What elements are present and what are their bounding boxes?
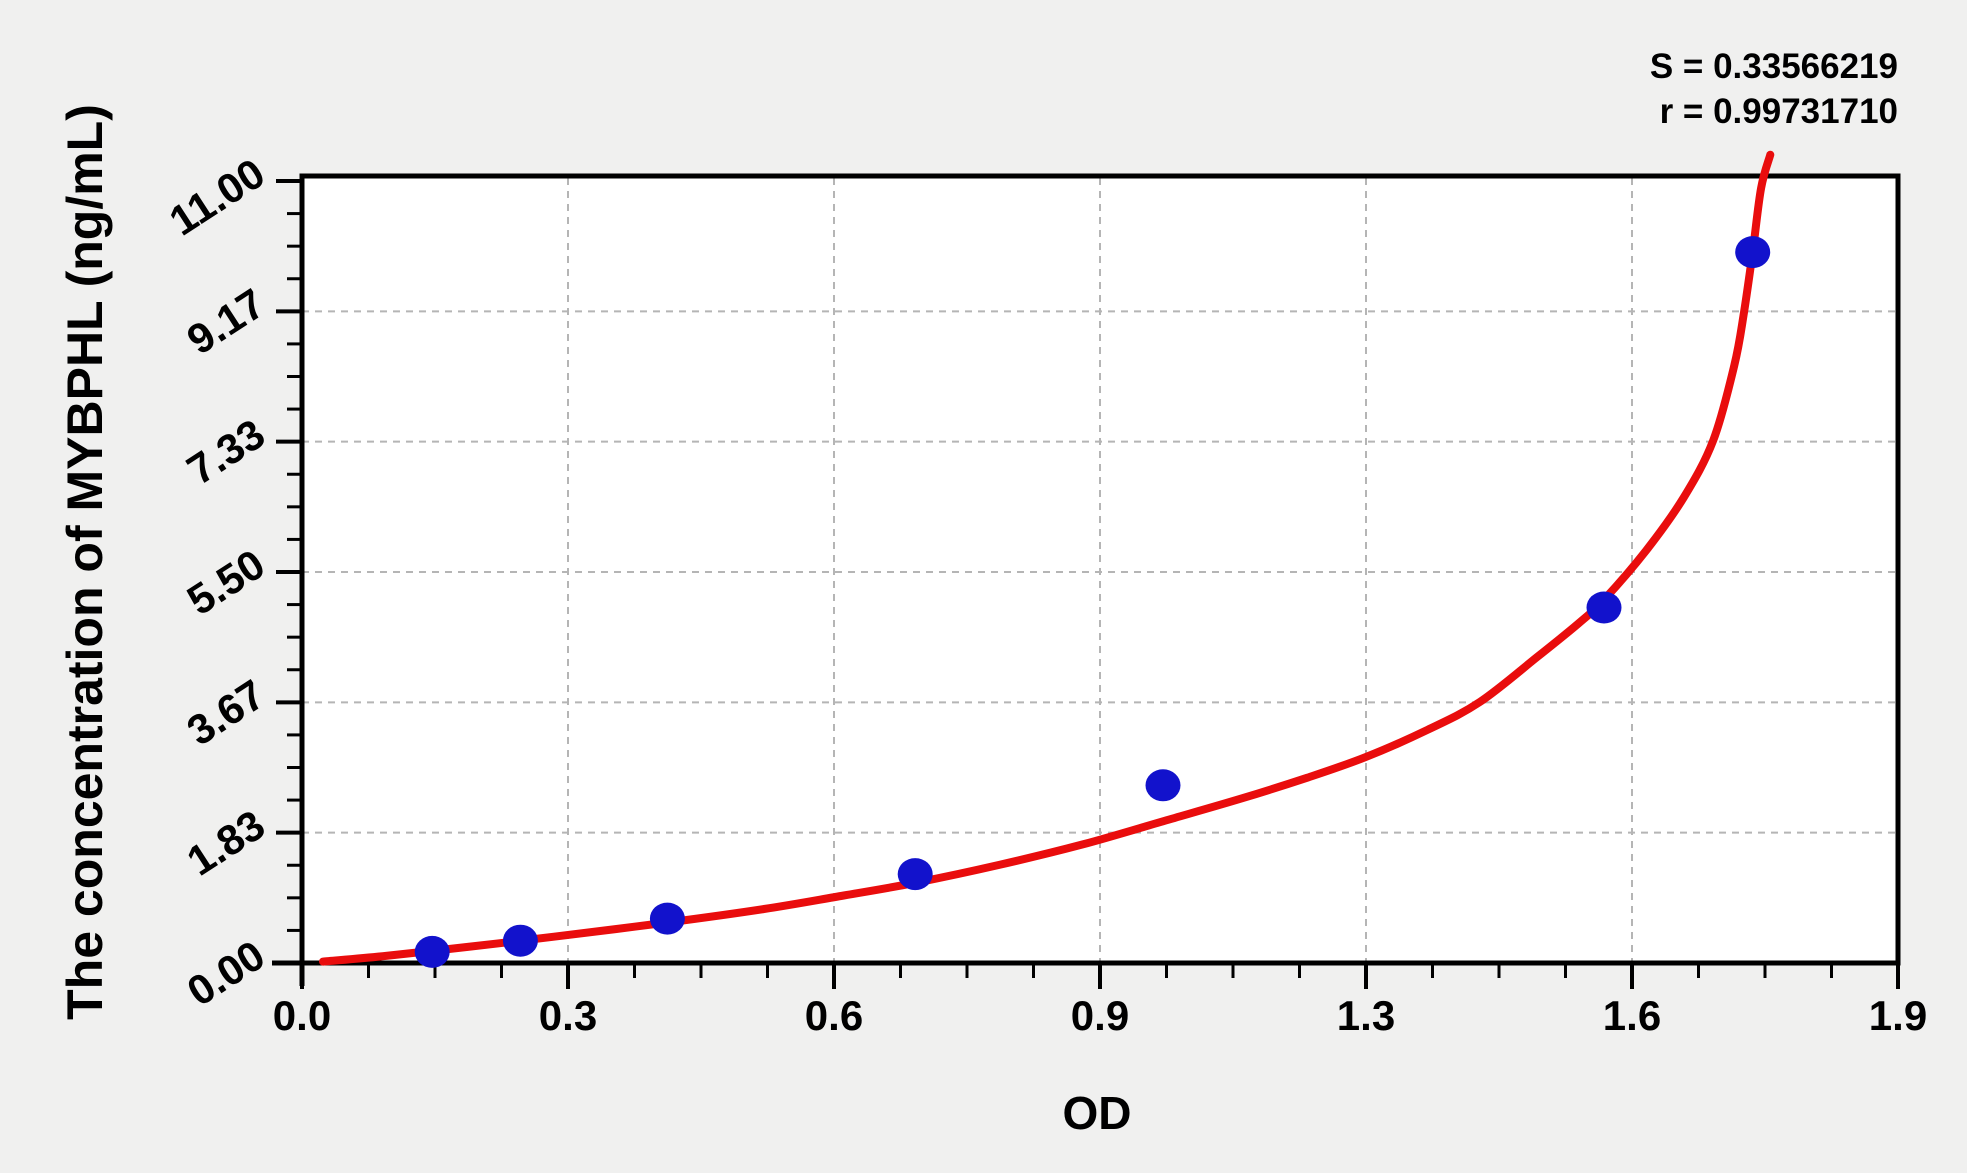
data-points-group — [414, 236, 1771, 968]
y-tick-label: 0.00 — [179, 931, 273, 1015]
y-tick-label: 3.67 — [179, 670, 273, 754]
y-axis-title: The concentration of MYBPHL (ng/mL) — [57, 104, 113, 1020]
data-point — [897, 858, 933, 891]
x-tick-label: 0.0 — [273, 992, 331, 1039]
y-tick-label: 9.17 — [179, 279, 273, 363]
y-tick-label: 7.33 — [179, 410, 273, 494]
x-tick-label: 1.6 — [1603, 992, 1661, 1039]
x-tick-label: 0.3 — [539, 992, 597, 1039]
plot-border — [299, 173, 1901, 966]
y-tick-label: 5.50 — [179, 540, 273, 624]
x-tick-label: 0.6 — [805, 992, 863, 1039]
data-point — [502, 924, 538, 957]
s-value-text: S = 0.33566219 — [1650, 47, 1898, 86]
r-value-text: r = 0.99731710 — [1660, 92, 1898, 131]
x-tick-label: 1.3 — [1337, 992, 1395, 1039]
y-tick-label: 1.83 — [179, 801, 273, 885]
data-point — [1735, 236, 1771, 269]
data-point — [1145, 769, 1181, 802]
gridlines — [302, 178, 1898, 963]
axis-ticks — [276, 179, 1900, 989]
x-tick-label: 1.9 — [1869, 992, 1927, 1039]
data-point — [649, 902, 685, 935]
y-tick-label: 11.00 — [161, 149, 273, 244]
data-point — [1586, 591, 1622, 624]
x-axis-title: OD — [1063, 1087, 1132, 1139]
x-tick-label: 0.9 — [1071, 992, 1129, 1039]
data-point — [414, 935, 450, 968]
